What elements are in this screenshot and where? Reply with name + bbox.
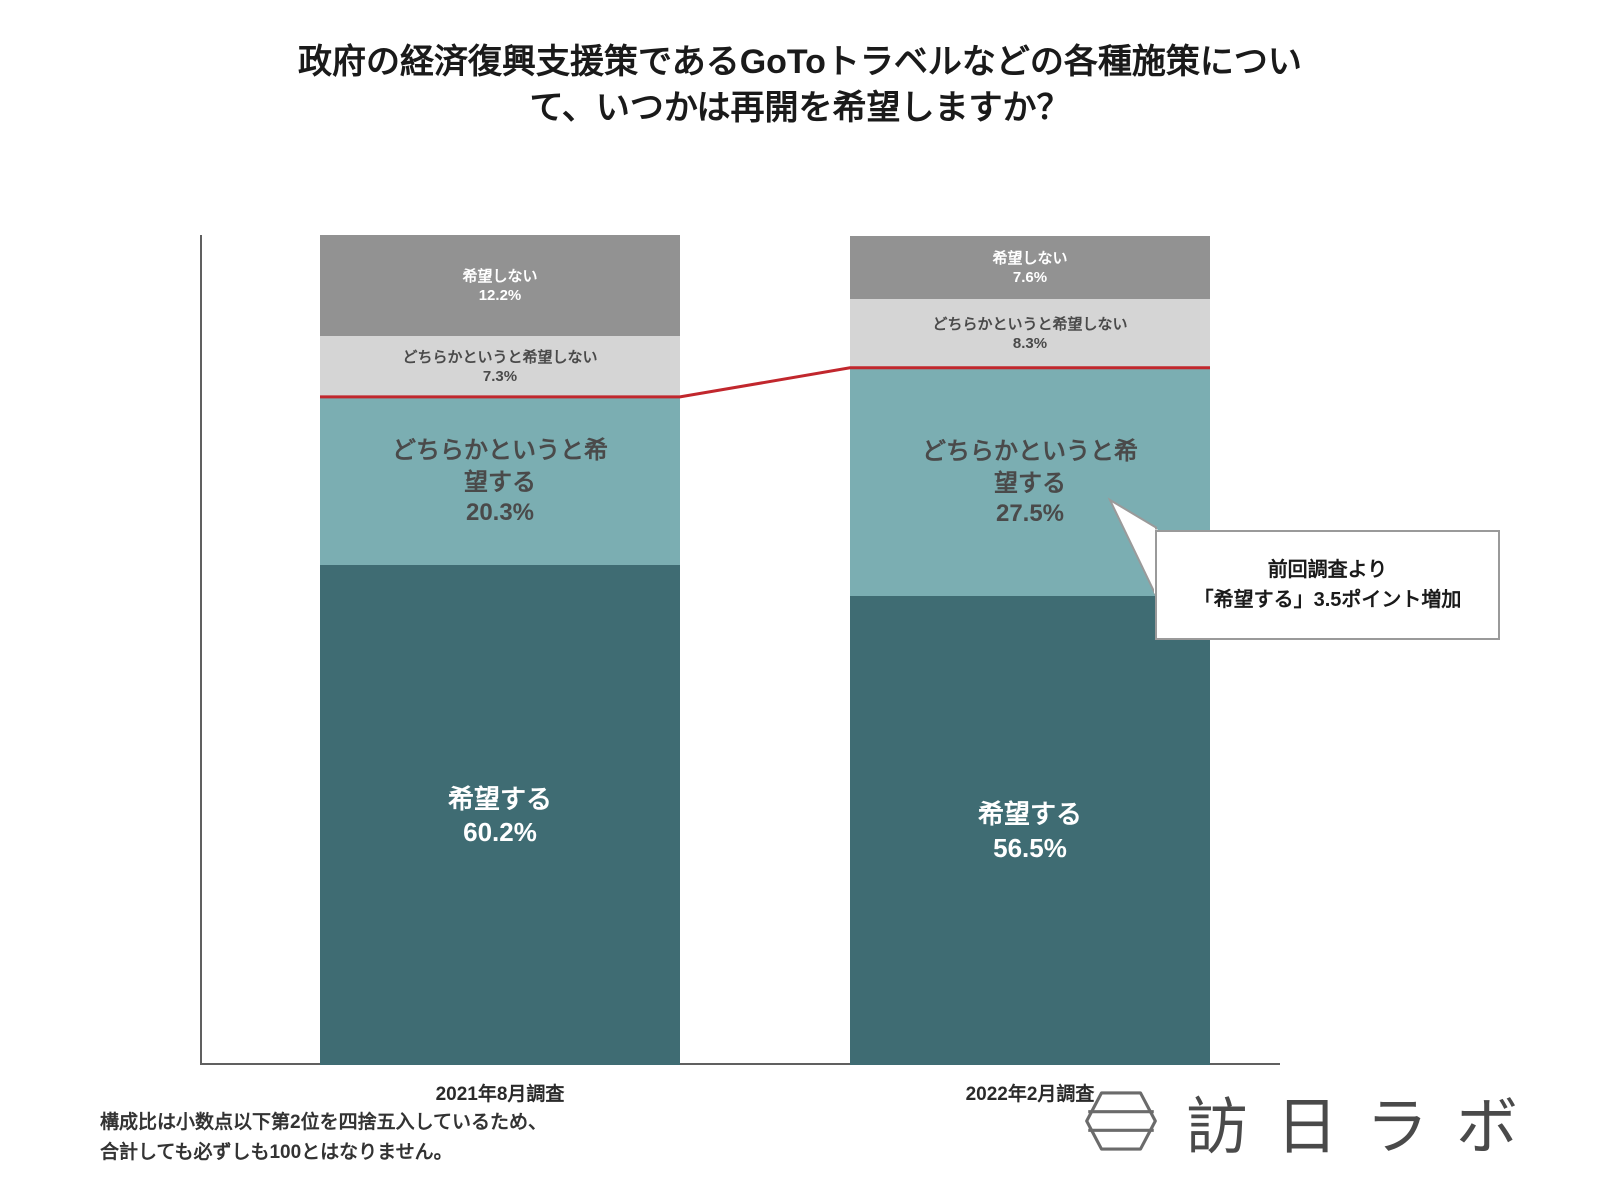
logo-char: 日 — [1276, 1076, 1340, 1166]
callout-annotation: 前回調査より 「希望する」3.5ポイント増加 — [0, 0, 1600, 1200]
logo-char: ラ — [1366, 1076, 1430, 1166]
footnote-line1: 構成比は小数点以下第2位を四捨五入しているため、 — [100, 1108, 547, 1138]
page-root: 政府の経済復興支援策であるGoToトラベルなどの各種施策につい て、いつかは再開… — [0, 0, 1600, 1200]
callout-line2: 「希望する」3.5ポイント増加 — [1194, 585, 1462, 615]
brand-logo: 訪日ラボ — [1082, 1076, 1520, 1166]
footnote: 構成比は小数点以下第2位を四捨五入しているため、 合計しても必ずしも100とはな… — [100, 1108, 547, 1169]
logo-text: 訪日ラボ — [1186, 1076, 1520, 1166]
logo-char: ボ — [1456, 1076, 1520, 1166]
logo-char: 訪 — [1186, 1076, 1250, 1166]
callout-line1: 前回調査より — [1268, 555, 1388, 585]
footnote-line2: 合計しても必ずしも100とはなりません。 — [100, 1138, 547, 1168]
logo-mark-icon — [1082, 1082, 1160, 1160]
callout-box: 前回調査より 「希望する」3.5ポイント増加 — [1155, 530, 1500, 640]
